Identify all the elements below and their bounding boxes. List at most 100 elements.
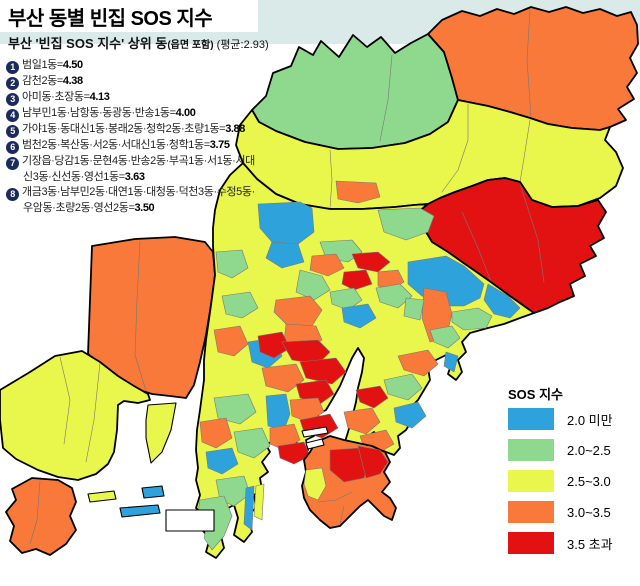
ranking-item: 7 기장읍·당감1동·문현4동·반송2동·부곡1동·서1동·서대신3동·신선동·영… [6, 154, 260, 185]
legend-item: 3.5 초과 [508, 532, 613, 554]
map-region [483, 283, 521, 319]
legend-label: 3.5 초과 [567, 536, 613, 552]
map-region [335, 180, 381, 204]
rank-badge: 2 [6, 77, 19, 90]
map-region [295, 379, 335, 405]
map-region [265, 393, 291, 431]
legend-item: 2.0 미만 [508, 408, 613, 430]
map-region [329, 149, 333, 209]
map-region [253, 483, 265, 521]
map-region [393, 401, 427, 429]
rank-value: 3.63 [124, 171, 145, 183]
map-region [233, 427, 271, 459]
legend-label: 2.5~3.0 [567, 473, 611, 489]
legend-label: 3.0~3.5 [567, 504, 611, 520]
rank-badge: 5 [6, 125, 19, 138]
map-region [339, 505, 345, 525]
map-region [329, 287, 363, 311]
map-region [343, 407, 381, 435]
map-region [141, 485, 165, 499]
rank-badge: 8 [6, 188, 19, 202]
rank-badge: 4 [6, 109, 19, 122]
legend-item: 2.5~3.0 [508, 470, 613, 492]
map-region [257, 331, 291, 359]
subtitle-note: (읍면 포함) [167, 40, 214, 51]
legend: SOS 지수 2.0 미만 2.0~2.5 2.5~3.0 3.0~3.5 3.5 초과 [508, 384, 613, 563]
map-region [526, 9, 532, 118]
legend-swatch [508, 408, 554, 430]
map-region [299, 357, 347, 385]
rank-badge: 3 [6, 93, 19, 106]
map-region [309, 253, 345, 277]
ranking-item: 3 아미동·초장동=4.13 [6, 90, 260, 106]
map-region [59, 356, 71, 445]
rank-names: 가야1동·동대신1동·봉래2동·청학2동·초량1동= [22, 123, 226, 135]
legend-swatch [508, 470, 554, 492]
legend-swatch [508, 439, 554, 461]
title-box: 부산 동별 빈집 SOS 지수 [0, 0, 258, 32]
ranking-item: 8 개금3동·남부민2동·대연1동·대청동·덕천3동·수정5동·우암동·초량2동·… [6, 185, 260, 216]
map-region [375, 283, 413, 309]
ranking-item: 5 가야1동·동대신1동·봉래2동·청학2동·초량1동=3.88 [6, 122, 260, 138]
map-region [441, 103, 469, 193]
rank-value: 4.38 [62, 75, 83, 87]
map-region [397, 349, 439, 377]
map-region [305, 438, 325, 450]
page-title: 부산 동별 빈집 SOS 지수 [8, 8, 213, 30]
map-region [165, 509, 215, 532]
map-region [243, 485, 255, 531]
map-region [221, 291, 259, 319]
map-region [251, 33, 459, 150]
legend-label: 2.0 미만 [567, 412, 613, 428]
map-region [261, 363, 305, 393]
map-region [205, 447, 239, 475]
map-region [443, 351, 459, 373]
subtitle: 부산 '빈집 SOS 지수' 상위 동(읍면 포함) (평균:2.93) [8, 33, 269, 52]
subtitle-average: (평균:2.93) [213, 39, 269, 51]
legend-label: 2.0~2.5 [567, 442, 611, 458]
map-region [377, 207, 435, 241]
rank-value: 3.75 [209, 139, 230, 151]
rank-names: 기장읍·당감1동·문현4동·반송2동·부곡1동·서1동·서대신3동·신선동·영선… [22, 155, 255, 183]
map-region [383, 373, 423, 401]
rank-names: 감천2동= [22, 75, 63, 87]
map-region [301, 426, 329, 438]
legend-item: 3.0~3.5 [508, 501, 613, 523]
rank-names: 범일1동= [22, 59, 63, 71]
rank-names: 범천2동·복산동·서2동·서대신1동·청학1동= [22, 139, 210, 151]
map-region [0, 350, 151, 481]
map-region [461, 211, 493, 285]
rank-names: 개금3동·남부민2동·대연1동·대청동·덕천3동·수정5동·우암동·초량2동·영… [22, 186, 255, 215]
map-region [341, 269, 373, 291]
rank-value: 4.00 [175, 107, 196, 119]
map-region [257, 201, 315, 245]
map-region [451, 307, 493, 331]
map-region [355, 385, 389, 409]
map-region [303, 467, 327, 501]
legend-rows: 2.0 미만 2.0~2.5 2.5~3.0 3.0~3.5 3.5 초과 [508, 408, 613, 554]
map-region [29, 480, 41, 545]
legend-title: SOS 지수 [508, 387, 563, 402]
map-region [134, 240, 147, 392]
rank-badge: 1 [6, 61, 19, 74]
map-region [281, 339, 331, 365]
rank-value: 3.50 [134, 202, 155, 215]
ranking-item: 6 범천2동·복산동·서2동·서대신1동·청학1동=3.75 [6, 138, 260, 154]
rank-names: 아미동·초장동= [22, 91, 90, 103]
map-region [215, 249, 249, 279]
map-region [87, 490, 117, 503]
map-region [357, 445, 389, 479]
map-region [119, 504, 161, 518]
rank-badge: 7 [6, 157, 19, 170]
subtitle-main: 부산 '빈집 SOS 지수' 상위 동 [8, 36, 168, 51]
map-region [403, 297, 425, 321]
map-region [519, 119, 531, 183]
rank-badge: 6 [6, 141, 19, 154]
ranking-item: 4 남부민1동·남항동·동광동·반송1동=4.00 [6, 106, 260, 122]
map-region [341, 303, 377, 329]
legend-swatch [508, 532, 554, 554]
rank-value: 4.50 [62, 59, 83, 71]
ranking-item: 1 범일1동=4.50 [6, 58, 260, 74]
